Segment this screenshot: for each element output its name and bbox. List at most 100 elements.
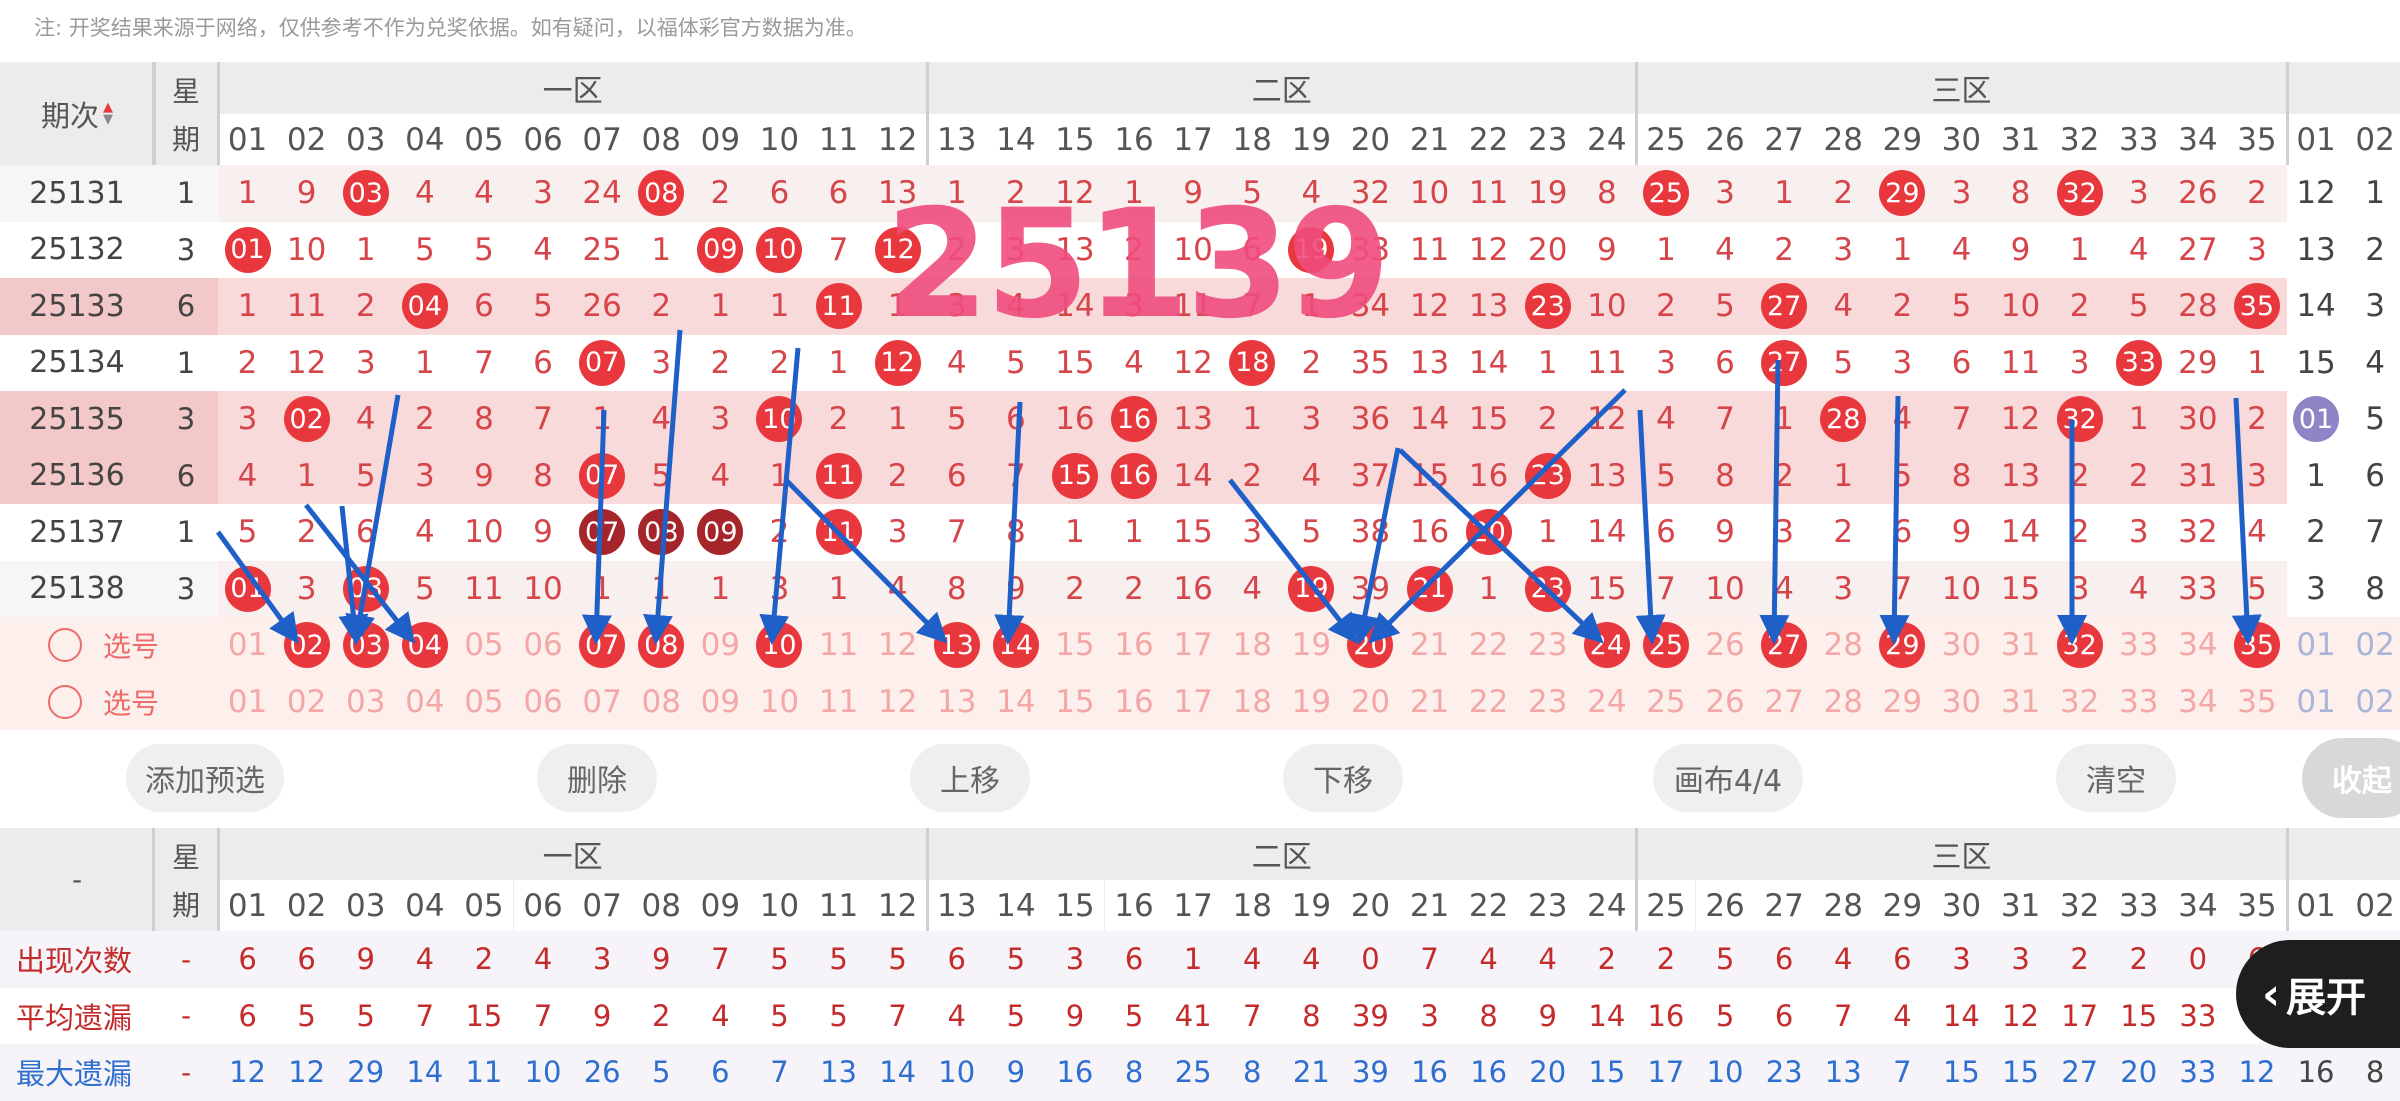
selected-number-ball[interactable]: 08: [638, 622, 684, 668]
selectable-number[interactable]: 05: [454, 617, 513, 674]
selectable-number[interactable]: 17: [1164, 674, 1223, 731]
selectable-number[interactable]: 30: [1932, 617, 1991, 674]
expand-button[interactable]: ‹ 展开: [2236, 940, 2400, 1048]
delete-button[interactable]: 删除: [537, 744, 657, 812]
selectable-number[interactable]: 15: [1045, 674, 1104, 731]
move-down-button[interactable]: 下移: [1283, 744, 1403, 812]
expand-label: 展开: [2286, 965, 2366, 1023]
selected-number-ball[interactable]: 25: [1643, 622, 1689, 668]
selectable-number[interactable]: 03: [336, 674, 395, 731]
selectable-number[interactable]: 13: [927, 674, 986, 731]
selected-number-ball[interactable]: 07: [579, 622, 625, 668]
selectable-number[interactable]: 01: [2287, 674, 2346, 731]
column-header-17: 17: [1164, 114, 1223, 165]
selected-number-ball[interactable]: 10: [756, 622, 802, 668]
selectable-number[interactable]: 10: [750, 674, 809, 731]
selectable-number[interactable]: 26: [1696, 674, 1755, 731]
week-day: 6: [154, 278, 218, 335]
canvas-page-button[interactable]: 画布4/4: [1653, 744, 1803, 812]
selectable-number[interactable]: 29: [1873, 674, 1932, 731]
add-preselection-button[interactable]: 添加预选: [126, 744, 284, 812]
selected-number-ball[interactable]: 04: [402, 622, 448, 668]
clear-button[interactable]: 清空: [2056, 744, 2176, 812]
selectable-number[interactable]: 09: [691, 674, 750, 731]
selectable-number[interactable]: 12: [868, 617, 927, 674]
selectable-number[interactable]: 08: [632, 674, 691, 731]
selectable-number[interactable]: 34: [2168, 617, 2227, 674]
selectable-number[interactable]: 24: [1577, 674, 1636, 731]
selectable-number[interactable]: 11: [809, 617, 868, 674]
selectable-number[interactable]: 18: [1223, 617, 1282, 674]
selectable-number[interactable]: 07: [573, 674, 632, 731]
selectable-number[interactable]: 33: [2109, 674, 2168, 731]
miss-count: 1: [573, 391, 632, 448]
selectable-number[interactable]: 01: [218, 674, 277, 731]
selectable-number[interactable]: 31: [1991, 617, 2050, 674]
selectable-number[interactable]: 05: [454, 674, 513, 731]
selectable-number[interactable]: 01: [218, 617, 277, 674]
selectable-number[interactable]: 28: [1814, 617, 1873, 674]
stats-value: 6: [691, 1044, 750, 1101]
selectable-number[interactable]: 06: [514, 674, 573, 731]
miss-count: 10: [1400, 165, 1459, 222]
stats-value: 5: [1105, 988, 1164, 1045]
selected-number-ball[interactable]: 03: [343, 622, 389, 668]
stats-value: 9: [1518, 988, 1577, 1045]
selectable-number[interactable]: 34: [2168, 674, 2227, 731]
radio-circle-icon[interactable]: [48, 628, 82, 662]
selectable-number[interactable]: 17: [1164, 617, 1223, 674]
selectable-number[interactable]: 19: [1282, 617, 1341, 674]
selected-number-ball[interactable]: 20: [1347, 622, 1393, 668]
selectable-number[interactable]: 01: [2287, 617, 2346, 674]
selectable-number[interactable]: 31: [1991, 674, 2050, 731]
selectable-number[interactable]: 02: [2346, 674, 2400, 731]
selectable-number[interactable]: 16: [1105, 674, 1164, 731]
miss-count: 1: [1636, 222, 1695, 279]
collapse-button[interactable]: 收起: [2302, 738, 2400, 818]
selectable-number[interactable]: 11: [809, 674, 868, 731]
selectable-number[interactable]: 21: [1400, 617, 1459, 674]
selectable-number[interactable]: 23: [1518, 617, 1577, 674]
selectable-number[interactable]: 18: [1223, 674, 1282, 731]
selectable-number[interactable]: 33: [2109, 617, 2168, 674]
selected-number-ball[interactable]: 14: [993, 622, 1039, 668]
selectable-number[interactable]: 14: [986, 674, 1045, 731]
selectable-number[interactable]: 19: [1282, 674, 1341, 731]
selectable-number[interactable]: 02: [277, 674, 336, 731]
move-up-button[interactable]: 上移: [910, 744, 1030, 812]
selectable-number[interactable]: 04: [395, 674, 454, 731]
selectable-number[interactable]: 22: [1459, 674, 1518, 731]
selectable-number[interactable]: 20: [1341, 674, 1400, 731]
selectable-number[interactable]: 21: [1400, 674, 1459, 731]
selected-number-ball[interactable]: 35: [2234, 622, 2280, 668]
selectable-number[interactable]: 22: [1459, 617, 1518, 674]
selectable-number[interactable]: 30: [1932, 674, 1991, 731]
selected-number-ball[interactable]: 27: [1761, 622, 1807, 668]
selectable-number[interactable]: 06: [514, 617, 573, 674]
selectable-number[interactable]: 12: [868, 674, 927, 731]
selectable-number[interactable]: 26: [1696, 617, 1755, 674]
period-column-header[interactable]: 期次▲▼: [0, 62, 154, 165]
selected-number-ball[interactable]: 32: [2057, 622, 2103, 668]
selectable-number[interactable]: 09: [691, 617, 750, 674]
selectable-number[interactable]: 35: [2227, 674, 2286, 731]
selected-number-ball[interactable]: 13: [934, 622, 980, 668]
miss-count: 1: [2050, 222, 2109, 279]
selectable-number[interactable]: 28: [1814, 674, 1873, 731]
selectable-number[interactable]: 23: [1518, 674, 1577, 731]
selectable-number[interactable]: 32: [2050, 674, 2109, 731]
selected-number-ball[interactable]: 29: [1879, 622, 1925, 668]
stats-value: 5: [277, 988, 336, 1045]
winning-number-ball: 23: [1525, 453, 1571, 499]
selectable-number[interactable]: 02: [2346, 617, 2400, 674]
column-header-08: 08: [632, 114, 691, 165]
selectable-number[interactable]: 16: [1105, 617, 1164, 674]
selectable-number[interactable]: 27: [1755, 674, 1814, 731]
selected-number-ball[interactable]: 24: [1584, 622, 1630, 668]
radio-circle-icon[interactable]: [48, 685, 82, 719]
selected-number-ball[interactable]: 02: [284, 622, 330, 668]
selectable-number[interactable]: 15: [1045, 617, 1104, 674]
selectable-number[interactable]: 25: [1636, 674, 1695, 731]
miss-count: 1: [218, 278, 277, 335]
